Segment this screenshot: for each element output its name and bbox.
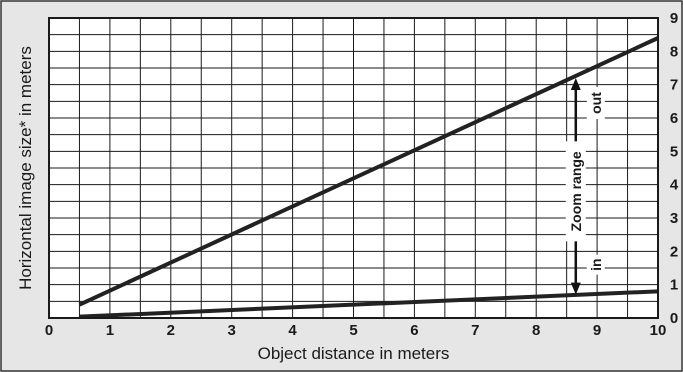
x-tick-label: 8 [532, 322, 540, 339]
x-tick-label: 2 [167, 322, 175, 339]
x-tick-label: 1 [106, 322, 114, 339]
plot-border [48, 17, 659, 319]
x-axis-label: Object distance in meters [258, 344, 450, 363]
x-tick-label: 0 [45, 322, 53, 339]
zoom-arrow-up-head [570, 78, 581, 90]
zoom-in-label: in [588, 258, 604, 270]
y-tick-label: 3 [670, 210, 678, 227]
y-tick-label: 9 [670, 10, 678, 27]
y-tick-label: 0 [670, 310, 678, 327]
x-tick-label: 3 [228, 322, 236, 339]
y-axis-label: Horizontal image size* in meters [16, 46, 35, 290]
series-line-2 [79, 289, 659, 319]
y-tick-labels: 0 1 2 3 4 5 6 7 8 9 [670, 10, 679, 327]
series-lines [78, 36, 659, 319]
x-tick-label: 9 [593, 322, 601, 339]
zoom-out-label: out [588, 92, 604, 114]
out-label-background [586, 87, 605, 119]
y-tick-label: 6 [670, 110, 678, 127]
y-tick-label: 5 [670, 143, 678, 160]
x-tick-label: 4 [288, 322, 297, 339]
series-line-1 [78, 36, 659, 307]
y-tick-label: 2 [670, 243, 678, 260]
x-tick-label: 6 [410, 322, 418, 339]
x-tick-labels: 0 1 2 3 4 5 6 7 8 9 10 [45, 322, 667, 339]
zoom-range-annotation: Zoom range out in [565, 78, 605, 295]
y-tick-label: 7 [670, 77, 678, 94]
x-tick-label: 5 [349, 322, 357, 339]
y-tick-label: 8 [670, 43, 678, 60]
zoom-label-background [565, 141, 586, 242]
zoom-range-label: Zoom range [568, 151, 584, 231]
y-tick-label: 1 [670, 277, 678, 294]
y-tick-label: 4 [670, 177, 679, 194]
in-label-background [586, 254, 605, 275]
zoom-arrow-down-head [570, 282, 581, 295]
x-tick-label: 10 [650, 322, 667, 339]
x-tick-label: 7 [471, 322, 479, 339]
